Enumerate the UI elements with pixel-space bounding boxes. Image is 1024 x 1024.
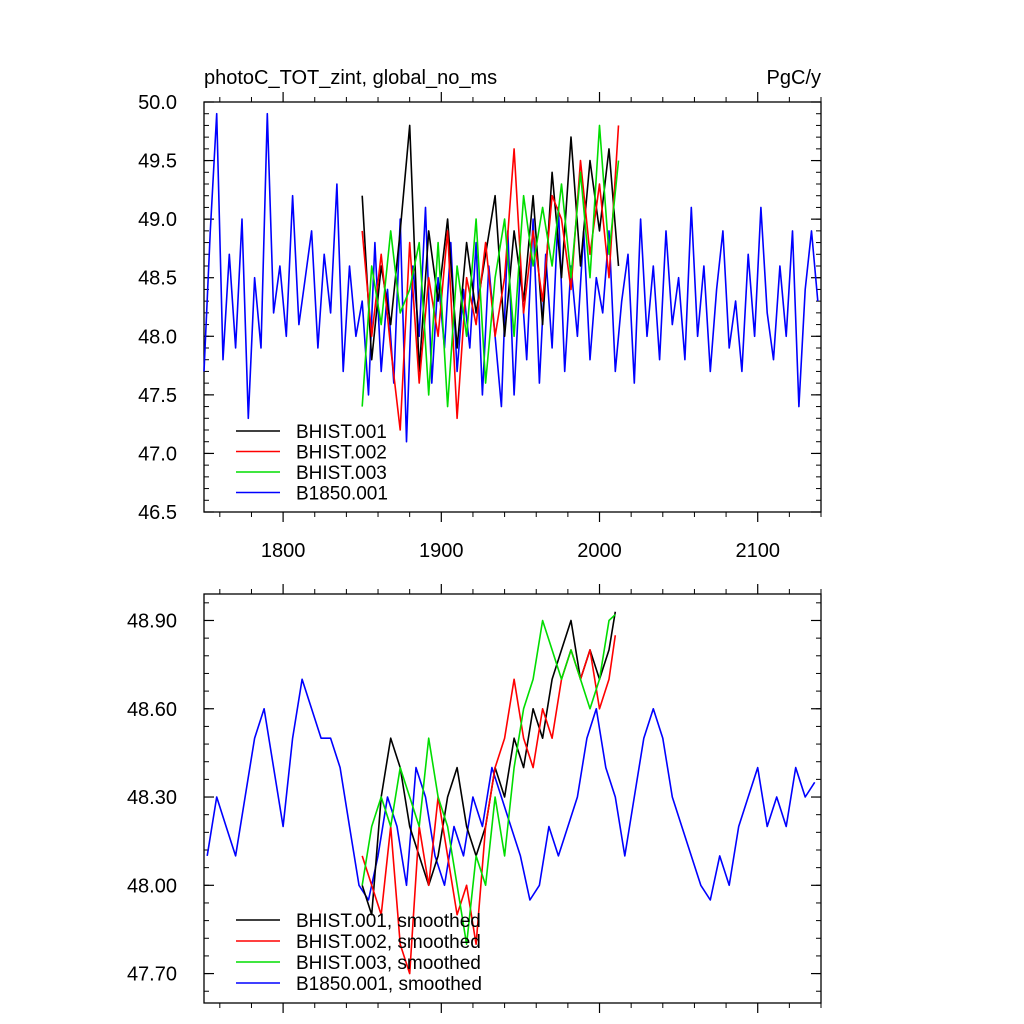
top-xtick-label: 2100: [735, 540, 780, 562]
top-ytick-label: 49.0: [138, 209, 177, 231]
bottom-series-line-4: [206, 678, 816, 901]
top-xtick-label: 2000: [577, 540, 622, 562]
bottom-series-line-3: [361, 614, 616, 946]
top-ytick-label: 47.0: [138, 443, 177, 465]
top-chart-title: photoC_TOT_zint, global_no_ms: [204, 67, 497, 89]
bottom-ytick-label: 48.90: [127, 610, 177, 632]
top-legend-label-3: BHIST.003: [296, 463, 387, 484]
bottom-legend-label-3: BHIST.003, smoothed: [296, 953, 481, 974]
top-legend-label-2: BHIST.002: [296, 443, 387, 464]
top-series-line-4: [203, 112, 819, 443]
bottom-legend-label-1: BHIST.001, smoothed: [296, 911, 481, 932]
bottom-ytick-label: 48.30: [127, 787, 177, 809]
bottom-ytick-label: 48.00: [127, 875, 177, 897]
top-xtick-label: 1800: [261, 540, 306, 562]
bottom-series-line-1: [361, 611, 617, 916]
top-xtick-label: 1900: [419, 540, 464, 562]
top-legend-label-1: BHIST.001: [296, 422, 387, 443]
top-ytick-label: 48.5: [138, 268, 177, 290]
bottom-legend-label-2: BHIST.002, smoothed: [296, 932, 481, 953]
bottom-legend-label-4: B1850.001, smoothed: [296, 974, 482, 995]
top-ytick-label: 48.0: [138, 326, 177, 348]
bottom-panel: 47.70 48.00 48.30 48.60 48.90 BHIST.001, smo…: [127, 584, 822, 1013]
top-plot-frame: [203, 101, 822, 513]
top-series-group: [203, 112, 819, 443]
top-series-line-1: [361, 124, 620, 373]
top-ytick-label: 49.5: [138, 151, 177, 173]
top-axes: 46.5 47.0 47.5 48.0 48.5 49.0 49.5 50.0 1800 1900…: [138, 92, 822, 562]
bottom-ytick-label: 47.70: [127, 964, 177, 986]
top-legend-label-4: B1850.001: [296, 484, 388, 505]
top-ytick-label: 46.5: [138, 502, 177, 524]
top-panel: photoC_TOT_zint, global_no_ms PgC/y 46.5…: [138, 67, 822, 562]
bottom-series-group: [206, 611, 816, 975]
bottom-axes: 47.70 48.00 48.30 48.60 48.90: [127, 584, 822, 1013]
top-chart-units: PgC/y: [767, 67, 821, 89]
top-ytick-label: 47.5: [138, 385, 177, 407]
top-series-line-3: [361, 124, 620, 408]
top-ytick-label: 50.0: [138, 92, 177, 114]
bottom-ytick-label: 48.60: [127, 699, 177, 721]
bottom-plot-frame: [203, 593, 822, 1004]
